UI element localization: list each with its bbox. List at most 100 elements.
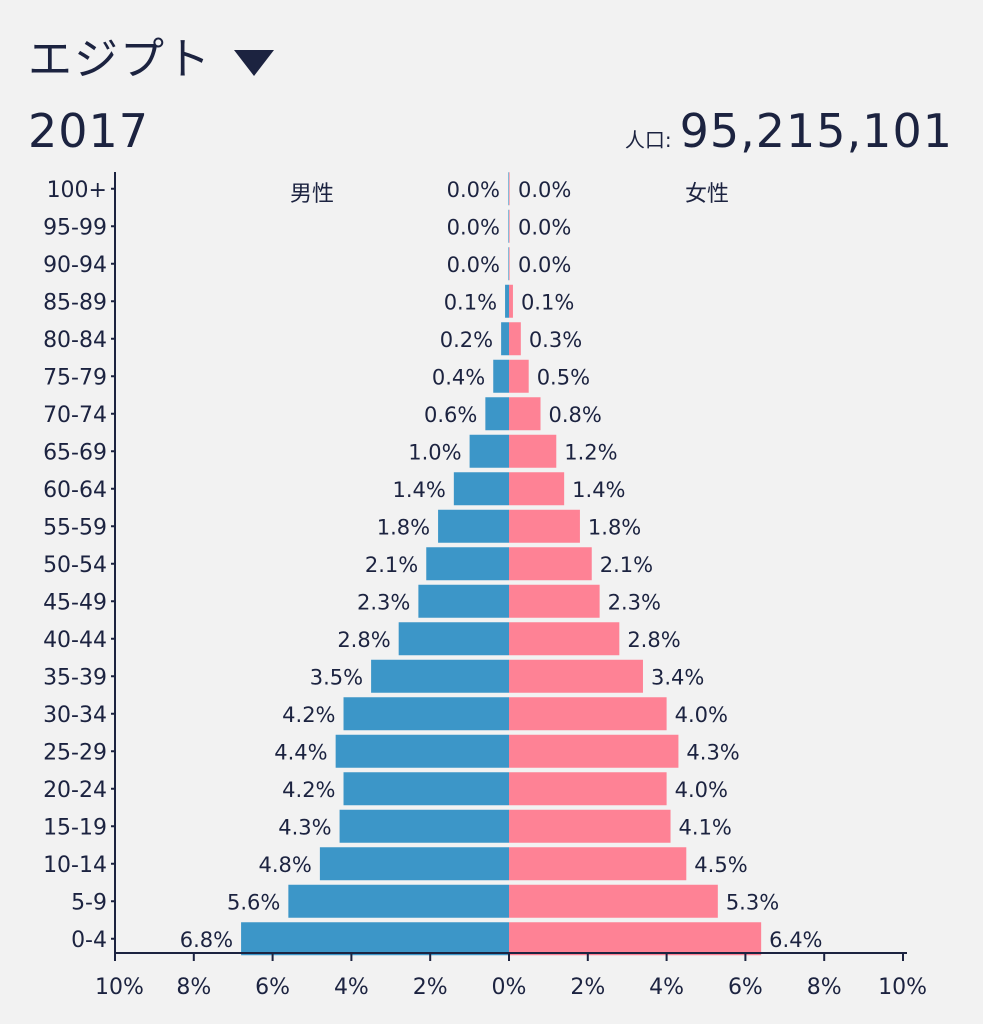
female-value-label: 4.0% xyxy=(675,778,728,802)
male-value-label: 0.1% xyxy=(444,290,497,314)
age-group-label: 0-4 xyxy=(71,928,107,953)
male-bar xyxy=(335,734,509,768)
male-value-label: 4.4% xyxy=(274,740,327,764)
female-bar xyxy=(509,172,510,206)
female-bar xyxy=(509,397,541,431)
caret-down-icon[interactable] xyxy=(234,50,274,76)
age-group-label: 70-74 xyxy=(43,403,107,428)
male-bar xyxy=(241,922,509,956)
female-value-label: 1.8% xyxy=(588,515,641,539)
male-value-label: 2.1% xyxy=(365,553,418,577)
female-bar xyxy=(509,697,667,731)
x-tick-label: 2% xyxy=(570,975,605,1000)
female-value-label: 4.1% xyxy=(679,815,732,839)
x-tick-label: 4% xyxy=(334,975,369,1000)
female-value-label: 0.3% xyxy=(529,328,582,352)
male-bar xyxy=(453,472,509,506)
country-dropdown[interactable]: エジプト xyxy=(28,38,274,82)
female-value-label: 5.3% xyxy=(726,890,779,914)
female-value-label: 1.4% xyxy=(572,478,625,502)
x-tick-label: 8% xyxy=(807,975,842,1000)
age-group-label: 50-54 xyxy=(43,553,107,578)
age-group-label: 90-94 xyxy=(43,253,107,278)
female-bar xyxy=(509,547,592,581)
female-value-label: 0.1% xyxy=(521,290,574,314)
male-value-label: 5.6% xyxy=(227,890,280,914)
age-group-label: 10-14 xyxy=(43,853,107,878)
male-bar xyxy=(508,247,509,281)
age-group-label: 15-19 xyxy=(43,815,107,840)
male-value-label: 6.8% xyxy=(180,928,233,952)
female-value-label: 0.5% xyxy=(537,365,590,389)
legend-male: 男性 xyxy=(290,182,334,207)
male-value-label: 0.2% xyxy=(440,328,493,352)
male-bar xyxy=(438,509,509,543)
age-group-label: 80-84 xyxy=(43,328,107,353)
male-value-label: 0.4% xyxy=(432,365,485,389)
female-value-label: 2.1% xyxy=(600,553,653,577)
male-value-label: 3.5% xyxy=(310,665,363,689)
female-bar xyxy=(509,472,565,506)
male-value-label: 4.2% xyxy=(282,703,335,727)
male-bar xyxy=(288,884,509,918)
age-group-label: 35-39 xyxy=(43,665,107,690)
female-bar xyxy=(509,884,718,918)
age-group-label: 30-34 xyxy=(43,703,107,728)
male-bar xyxy=(398,622,509,656)
x-tick-label: 2% xyxy=(413,975,448,1000)
x-tick-label: 0% xyxy=(492,975,527,1000)
female-bar xyxy=(509,284,513,318)
age-group-label: 25-29 xyxy=(43,740,107,765)
age-group-label: 85-89 xyxy=(43,290,107,315)
male-value-label: 4.2% xyxy=(282,778,335,802)
male-value-label: 4.3% xyxy=(278,815,331,839)
female-bar xyxy=(509,847,687,881)
female-value-label: 0.0% xyxy=(518,215,571,239)
age-group-label: 20-24 xyxy=(43,778,107,803)
male-value-label: 2.8% xyxy=(337,628,390,652)
male-bar xyxy=(485,397,509,431)
female-bar xyxy=(509,359,529,393)
male-bar xyxy=(426,547,509,581)
female-bar xyxy=(509,584,600,618)
female-bar xyxy=(509,809,671,843)
x-tick-label: 6% xyxy=(728,975,763,1000)
x-tick-label: 4% xyxy=(649,975,684,1000)
x-tick-label: 6% xyxy=(255,975,290,1000)
female-value-label: 3.4% xyxy=(651,665,704,689)
population-summary: 人口: 95,215,101 xyxy=(625,108,953,154)
age-group-label: 60-64 xyxy=(43,478,107,503)
legend-female: 女性 xyxy=(685,182,729,207)
age-group-label: 40-44 xyxy=(43,628,107,653)
male-bar xyxy=(493,359,509,393)
female-bar xyxy=(509,247,510,281)
male-value-label: 1.4% xyxy=(392,478,445,502)
male-value-label: 1.0% xyxy=(408,440,461,464)
male-bar xyxy=(319,847,509,881)
female-value-label: 1.2% xyxy=(564,440,617,464)
male-bar xyxy=(371,659,509,693)
female-value-label: 0.0% xyxy=(518,253,571,277)
female-value-label: 0.0% xyxy=(518,178,571,202)
female-value-label: 0.8% xyxy=(549,403,602,427)
female-bar xyxy=(509,509,580,543)
female-bar xyxy=(509,922,762,956)
female-value-label: 2.3% xyxy=(608,590,661,614)
age-group-label: 95-99 xyxy=(43,215,107,240)
age-group-label: 5-9 xyxy=(71,890,107,915)
female-bar xyxy=(509,322,521,356)
male-bar xyxy=(343,772,509,806)
male-bar xyxy=(508,172,509,206)
population-value: 95,215,101 xyxy=(679,104,953,158)
male-value-label: 2.3% xyxy=(357,590,410,614)
age-group-label: 75-79 xyxy=(43,365,107,390)
male-bar xyxy=(343,697,509,731)
population-label: 人口: xyxy=(624,128,672,152)
male-value-label: 0.6% xyxy=(424,403,477,427)
country-name: エジプト xyxy=(28,34,212,85)
x-tick-label: 10% xyxy=(878,975,927,1000)
male-value-label: 4.8% xyxy=(259,853,312,877)
male-bar xyxy=(508,209,509,243)
age-group-label: 100+ xyxy=(47,178,107,203)
